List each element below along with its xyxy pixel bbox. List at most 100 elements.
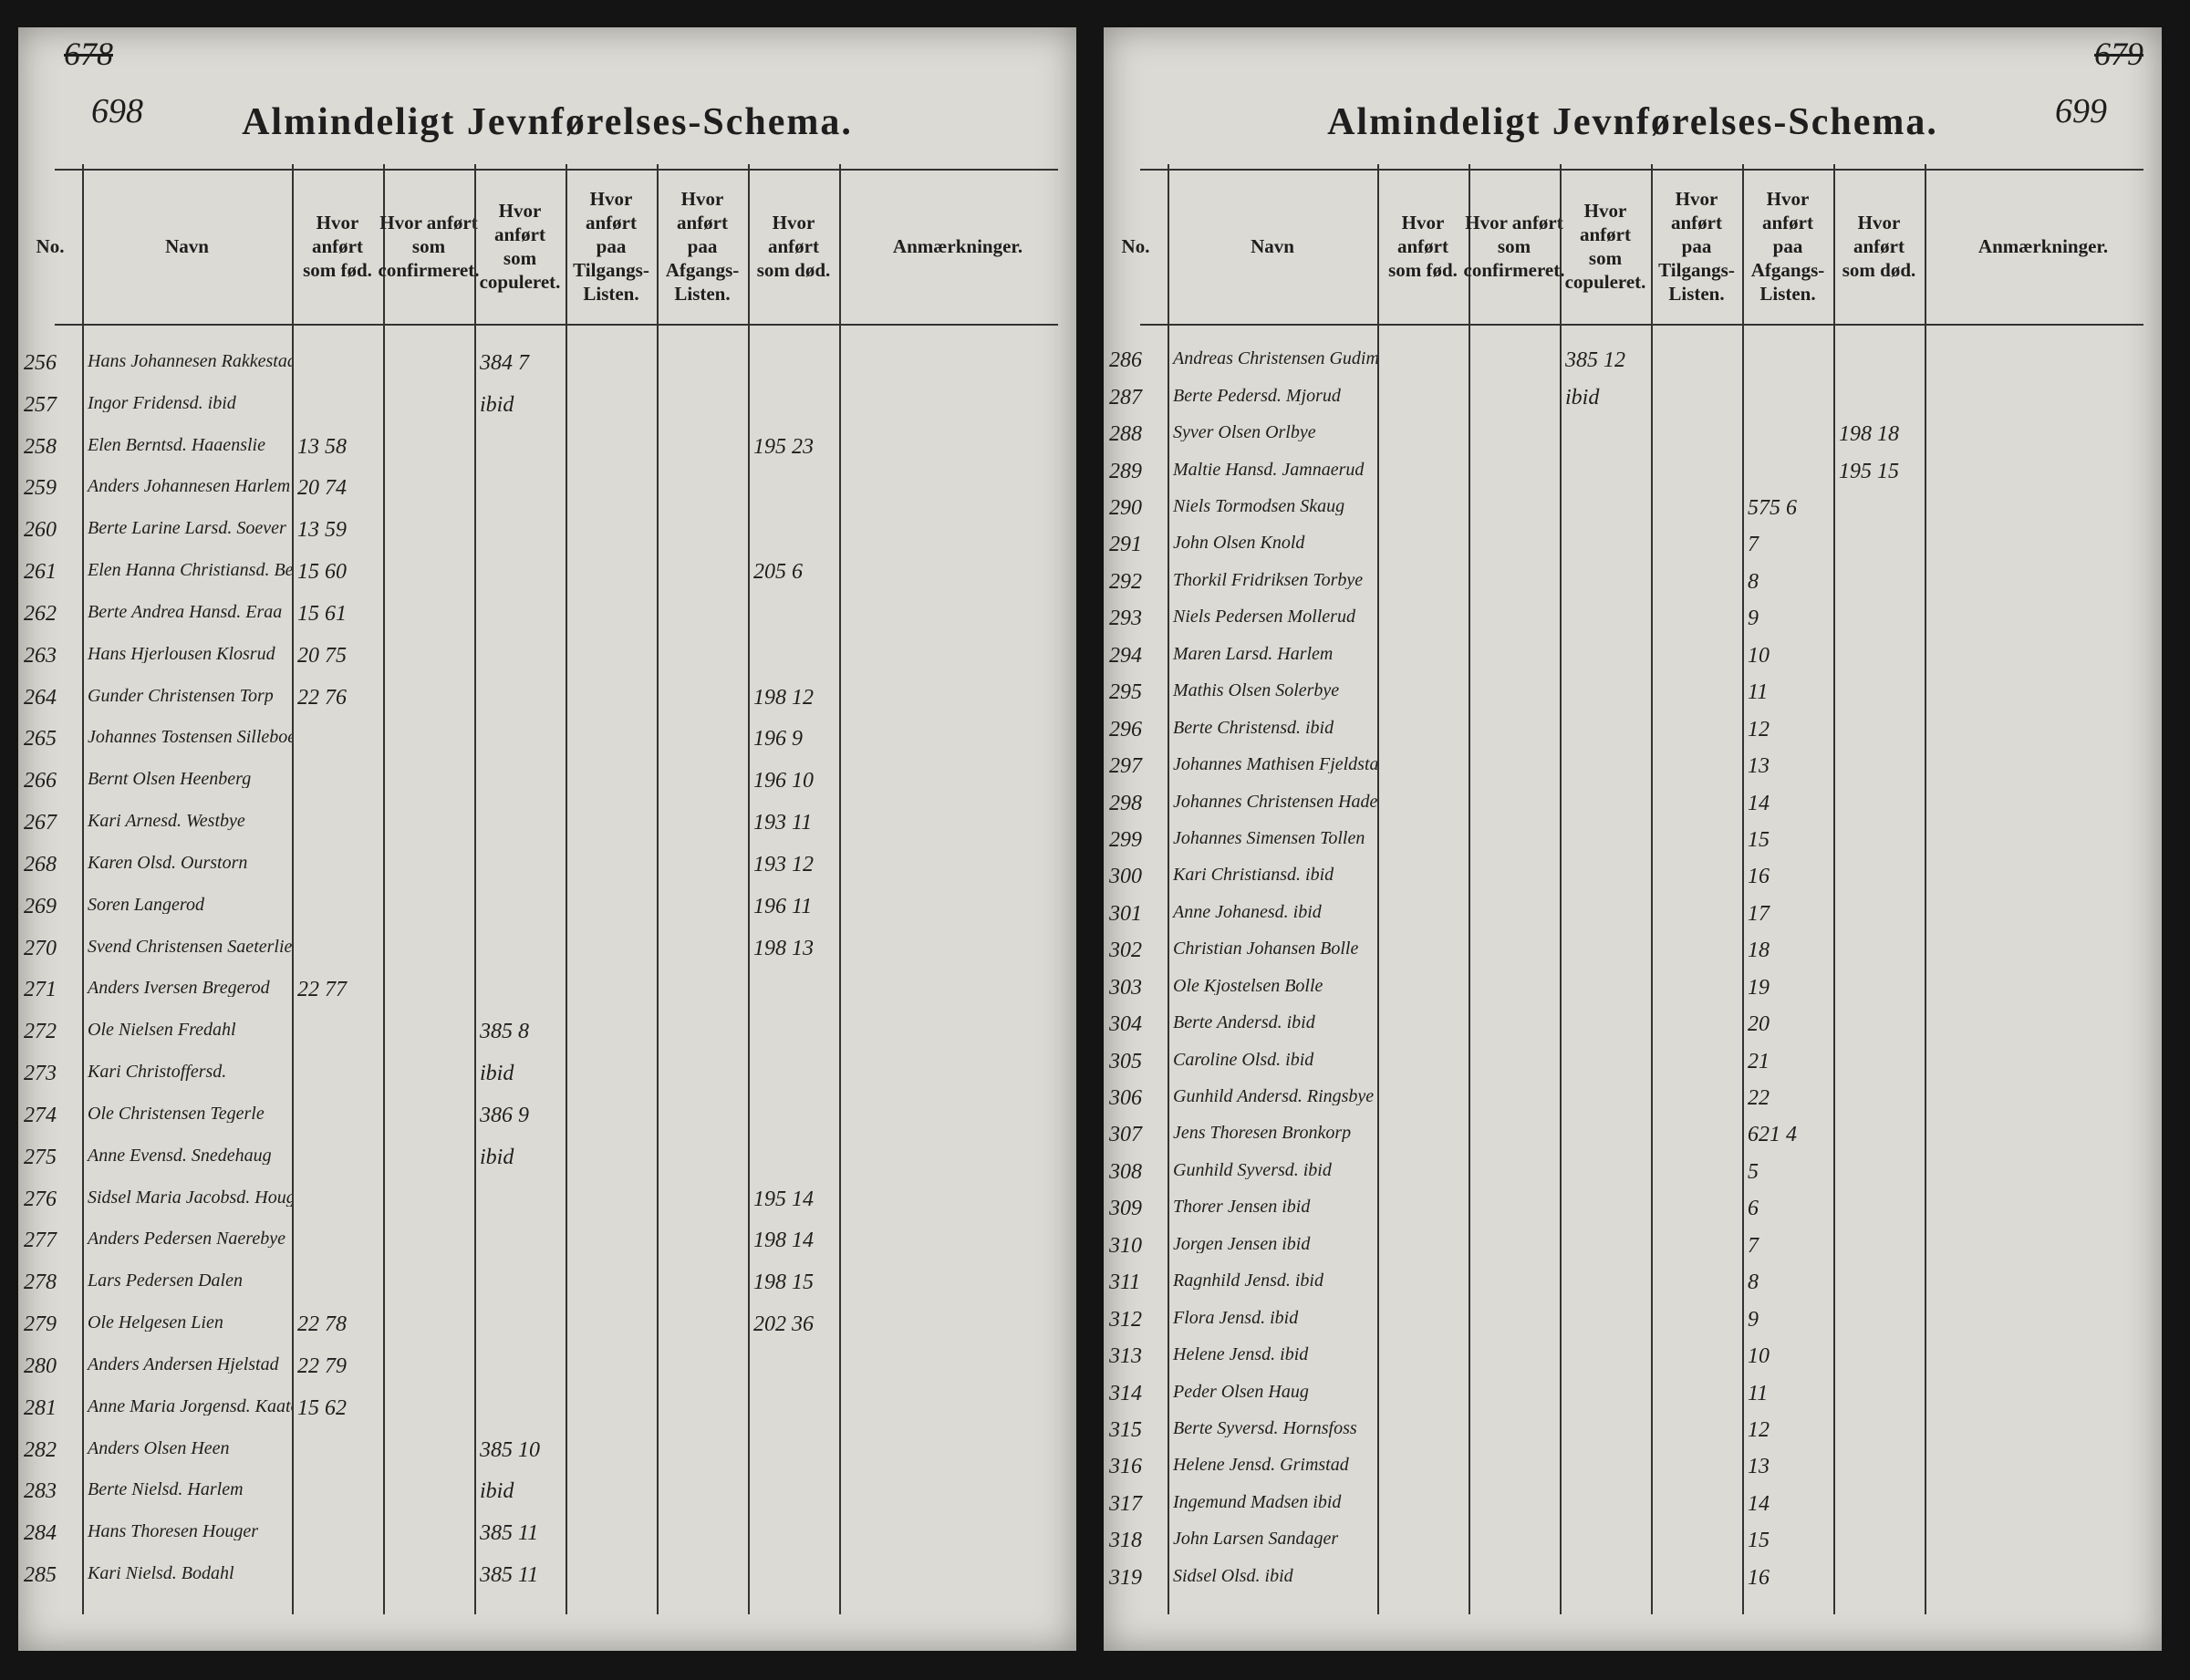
- cell-married: 385 8: [480, 1021, 529, 1043]
- cell-departures: 575 6: [1748, 496, 1797, 519]
- column-header: Hvor anført som copuleret.: [479, 200, 561, 293]
- column-rule: [82, 164, 84, 1614]
- cell-name: Ole Kjostelsen Bolle: [1173, 976, 1323, 995]
- cell-died: 198 14: [753, 1229, 814, 1252]
- column-rule: [839, 164, 841, 1614]
- cell-name: Anne Maria Jorgensd. Kaatorp: [88, 1396, 292, 1416]
- cell-name: Jorgen Jensen ibid: [1173, 1234, 1311, 1253]
- cell-name: Ingor Fridensd. ibid: [88, 393, 236, 412]
- column-rule: [1377, 164, 1379, 1614]
- cell-no: 297: [1109, 755, 1142, 778]
- cell-no: 292: [1109, 570, 1142, 593]
- cell-name: Johannes Tostensen Silleboe: [88, 728, 292, 747]
- cell-name: Helene Jensd. ibid: [1173, 1345, 1309, 1364]
- cell-departures: 11: [1748, 681, 1769, 704]
- cell-departures: 11: [1748, 1382, 1769, 1405]
- column-rule: [1168, 164, 1169, 1614]
- cell-no: 307: [1109, 1124, 1142, 1146]
- cell-no: 311: [1109, 1271, 1141, 1294]
- cell-name: Thorer Jensen ibid: [1173, 1198, 1311, 1217]
- cell-name: Kari Nielsd. Bodahl: [88, 1564, 234, 1583]
- cell-married: 385 12: [1565, 349, 1625, 372]
- column-header: Hvor anført som confirmeret.: [1463, 212, 1565, 281]
- cell-name: Anne Johanesd. ibid: [1173, 902, 1322, 921]
- cell-married: ibid: [480, 1146, 514, 1168]
- cell-married: 386 9: [480, 1104, 529, 1126]
- column-header: Anmærkninger.: [1977, 235, 2109, 257]
- cell-name: Jens Thoresen Bronkorp: [1173, 1124, 1352, 1143]
- cell-no: 291: [1109, 534, 1142, 556]
- cell-name: Kari Arnesd. Westbye: [88, 812, 245, 831]
- cell-no: 314: [1109, 1382, 1142, 1405]
- column-header: Hvor anført paa Afgangs-Listen.: [665, 188, 740, 305]
- cell-no: 271: [24, 979, 57, 1001]
- cell-name: Helene Jensd. Grimstad: [1173, 1456, 1349, 1475]
- cell-born: 20 75: [297, 644, 347, 667]
- cell-departures: 5: [1748, 1160, 1759, 1183]
- cell-no: 273: [24, 1063, 57, 1085]
- cell-departures: 7: [1748, 534, 1759, 556]
- cell-no: 300: [1109, 866, 1142, 888]
- cell-no: 304: [1109, 1013, 1142, 1036]
- cell-departures: 13: [1748, 1456, 1770, 1478]
- column-header: Hvor anført paa Tilgangs-Listen.: [1658, 188, 1735, 305]
- cell-name: Niels Tormodsen Skaug: [1173, 496, 1345, 515]
- cell-no: 264: [24, 686, 57, 709]
- column-header: Navn: [165, 235, 209, 257]
- column-header: No.: [36, 235, 65, 257]
- column-header: Hvor anført som død.: [756, 212, 831, 281]
- page-number: 698: [91, 92, 143, 130]
- column-header: Hvor anført som fød.: [1388, 212, 1458, 281]
- cell-no: 256: [24, 351, 57, 374]
- cell-died: 195 23: [753, 435, 814, 458]
- cell-name: Karen Olsd. Ourstorn: [88, 853, 248, 872]
- old-page-number: 678: [64, 36, 113, 72]
- cell-name: Berte Syversd. Hornsfoss: [1173, 1419, 1357, 1437]
- cell-married: ibid: [480, 393, 514, 416]
- cell-name: Ole Helgesen Lien: [88, 1313, 223, 1333]
- cell-name: Lars Pedersen Dalen: [88, 1271, 243, 1291]
- cell-died: 196 9: [753, 728, 803, 751]
- cell-no: 285: [24, 1564, 57, 1587]
- cell-departures: 14: [1748, 792, 1770, 814]
- cell-departures: 9: [1748, 1308, 1759, 1331]
- cell-departures: 22: [1748, 1087, 1770, 1110]
- cell-name: Andreas Christensen Gudim: [1173, 349, 1377, 368]
- cell-born: 15 60: [297, 561, 347, 584]
- ledger-page: 698 678 Almindeligt Jevnførelses-Schema. No…: [18, 27, 1076, 1651]
- cell-no: 283: [24, 1480, 57, 1503]
- cell-name: Ragnhild Jensd. ibid: [1173, 1271, 1323, 1291]
- cell-name: Niels Pedersen Mollerud: [1173, 607, 1355, 627]
- cell-married: 385 11: [480, 1564, 539, 1587]
- cell-no: 293: [1109, 607, 1142, 630]
- cell-no: 310: [1109, 1234, 1142, 1257]
- cell-name: Elen Berntsd. Haaenslie: [88, 435, 265, 454]
- cell-no: 286: [1109, 349, 1142, 372]
- column-rule: [1651, 164, 1653, 1614]
- cell-born: 20 74: [297, 477, 347, 500]
- cell-name: Maltie Hansd. Jamnaerud: [1173, 460, 1365, 479]
- cell-name: Soren Langerod: [88, 895, 204, 914]
- cell-no: 302: [1109, 939, 1142, 962]
- cell-no: 308: [1109, 1160, 1142, 1183]
- cell-name: Caroline Olsd. ibid: [1173, 1050, 1314, 1069]
- cell-no: 281: [24, 1396, 57, 1419]
- cell-name: Mathis Olsen Solerbye: [1173, 681, 1340, 700]
- column-rule: [566, 164, 567, 1614]
- cell-no: 272: [24, 1021, 57, 1043]
- cell-no: 309: [1109, 1198, 1142, 1220]
- cell-name: Berte Christensd. ibid: [1173, 718, 1334, 737]
- cell-died: 198 15: [753, 1271, 814, 1294]
- cell-name: Syver Olsen Orlbye: [1173, 423, 1316, 442]
- cell-name: Berte Andersd. ibid: [1173, 1013, 1315, 1032]
- cell-name: Gunhild Andersd. Ringsbye: [1173, 1087, 1375, 1106]
- cell-died: 193 12: [753, 853, 814, 876]
- cell-no: 301: [1109, 902, 1142, 925]
- cell-died: 198 18: [1839, 423, 1899, 446]
- cell-no: 278: [24, 1271, 57, 1294]
- cell-born: 13 58: [297, 435, 347, 458]
- cell-departures: 6: [1748, 1198, 1759, 1220]
- cell-no: 319: [1109, 1566, 1142, 1589]
- cell-departures: 20: [1748, 1013, 1770, 1036]
- cell-departures: 19: [1748, 976, 1770, 999]
